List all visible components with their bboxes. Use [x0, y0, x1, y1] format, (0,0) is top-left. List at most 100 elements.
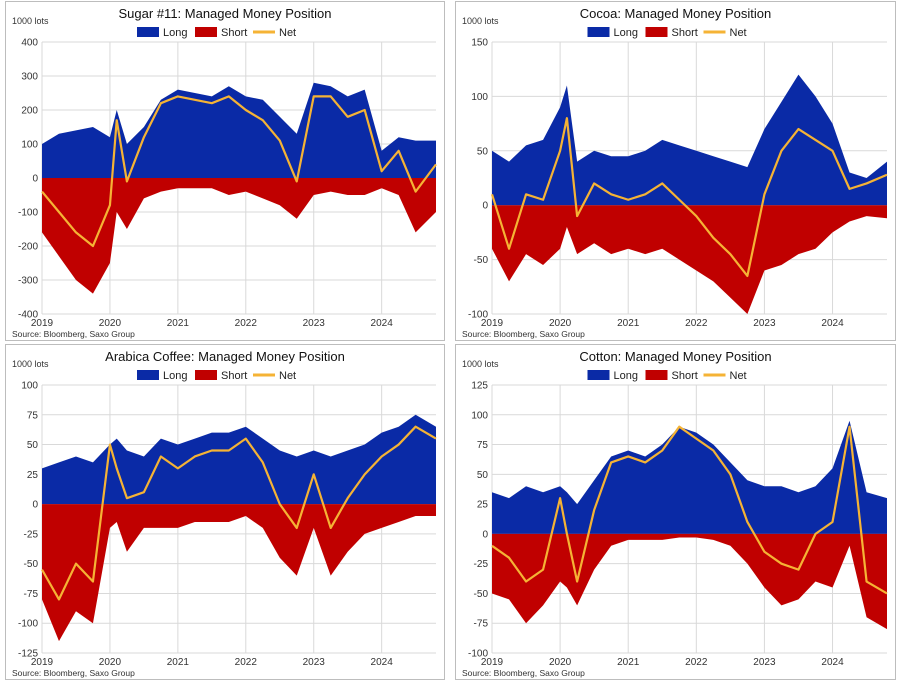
y-tick-label: 0: [482, 529, 488, 540]
source-note: Source: Bloomberg, Saxo Group: [12, 668, 135, 678]
legend-swatch-long: [587, 370, 610, 380]
y-tick-label: -125: [18, 649, 38, 660]
y-tick-label: -75: [24, 589, 39, 600]
legend: Long Short Net: [587, 370, 747, 382]
x-tick-label: 2020: [99, 657, 122, 668]
chart-panel-arabica-coffee: Arabica Coffee: Managed Money Position 10…: [5, 344, 445, 680]
x-tick-label: 2023: [303, 318, 326, 329]
chart-svg-sugar: Sugar #11: Managed Money Position 1000 lo…: [12, 6, 437, 339]
y-tick-label: 25: [27, 470, 39, 481]
x-tick-label: 2019: [481, 318, 504, 329]
series-area-short: [492, 533, 887, 630]
x-tick-label: 2021: [617, 318, 640, 329]
x-tick-label: 2024: [371, 318, 394, 329]
legend-label-long: Long: [614, 370, 638, 382]
legend-swatch-long: [137, 370, 159, 380]
legend-label-net: Net: [279, 370, 296, 382]
series-line-net: [490, 117, 888, 278]
legend: Long Short Net: [137, 27, 296, 39]
y-tick-label: 400: [21, 38, 38, 49]
series-line-net: [41, 95, 437, 248]
x-tick-label: 2022: [235, 318, 258, 329]
y-tick-label: -100: [468, 310, 488, 321]
y-tick-label: -300: [18, 276, 38, 287]
x-tick-label: 2021: [617, 657, 640, 668]
y-tick-label: 75: [27, 410, 39, 421]
series-area-short: [492, 205, 887, 314]
y-tick-label: 100: [21, 381, 38, 392]
y-tick-label: 150: [471, 38, 488, 49]
chart-svg-cotton: Cotton: Managed Money Position 1000 lots L…: [462, 349, 888, 678]
x-tick-label: 2021: [167, 657, 190, 668]
source-note: Source: Bloomberg, Saxo Group: [12, 329, 135, 339]
x-tick-label: 2024: [371, 657, 394, 668]
y-tick-label: -75: [474, 619, 489, 630]
chart-panel-cotton: Cotton: Managed Money Position 1000 lots L…: [455, 344, 896, 680]
source-note: Source: Bloomberg, Saxo Group: [462, 668, 585, 678]
series-area-short: [42, 178, 436, 294]
legend-label-short: Short: [221, 370, 247, 382]
legend: Long Short Net: [137, 370, 296, 382]
y-tick-label: 300: [21, 72, 38, 83]
x-tick-label: 2019: [481, 657, 504, 668]
legend-swatch-short: [195, 370, 217, 380]
chart-svg-arabica-coffee: Arabica Coffee: Managed Money Position 10…: [12, 349, 437, 678]
y-tick-label: 0: [32, 500, 38, 511]
source-note: Source: Bloomberg, Saxo Group: [462, 329, 585, 339]
y-tick-label: -50: [24, 559, 39, 570]
y-tick-label: -100: [18, 619, 38, 630]
chart-title: Sugar #11: Managed Money Position: [119, 6, 332, 21]
x-tick-label: 2024: [821, 657, 844, 668]
unit-label: 1000 lots: [12, 359, 49, 369]
y-tick-label: 50: [27, 440, 39, 451]
y-tick-label: 0: [32, 174, 38, 185]
x-tick-label: 2020: [549, 657, 572, 668]
y-tick-label: -50: [474, 589, 489, 600]
y-tick-label: 25: [477, 500, 489, 511]
series-area-long: [42, 414, 436, 505]
chart-svg-cocoa: Cocoa: Managed Money Position 1000 lots Lo…: [462, 6, 888, 339]
legend-label-long: Long: [163, 27, 187, 39]
series-area-long: [492, 74, 887, 206]
legend-label-short: Short: [672, 27, 698, 39]
legend-swatch-short: [195, 27, 217, 37]
x-tick-label: 2022: [235, 657, 258, 668]
chart-panel-cocoa: Cocoa: Managed Money Position 1000 lots Lo…: [455, 1, 896, 341]
chart-title: Cocoa: Managed Money Position: [580, 6, 772, 21]
legend-label-net: Net: [279, 27, 296, 39]
y-tick-label: 100: [21, 140, 38, 151]
x-tick-label: 2023: [753, 318, 776, 329]
series-area-long: [42, 82, 436, 178]
x-tick-label: 2020: [549, 318, 572, 329]
legend-label-net: Net: [730, 370, 747, 382]
legend-swatch-long: [137, 27, 159, 37]
chart-panel-sugar: Sugar #11: Managed Money Position 1000 lo…: [5, 1, 445, 341]
series-line-net: [41, 425, 437, 601]
y-tick-label: -400: [18, 310, 38, 321]
y-tick-label: 200: [21, 106, 38, 117]
y-tick-label: -25: [24, 529, 39, 540]
legend-label-net: Net: [730, 27, 747, 39]
x-tick-label: 2024: [821, 318, 844, 329]
unit-label: 1000 lots: [462, 16, 499, 26]
y-tick-label: 0: [482, 201, 488, 212]
legend-label-short: Short: [221, 27, 247, 39]
y-tick-label: 75: [477, 440, 489, 451]
y-tick-label: -25: [474, 559, 489, 570]
y-tick-label: 50: [477, 146, 489, 157]
chart-title: Arabica Coffee: Managed Money Position: [105, 349, 345, 364]
x-tick-label: 2022: [685, 318, 708, 329]
x-tick-label: 2022: [685, 657, 708, 668]
x-tick-label: 2019: [31, 318, 54, 329]
y-tick-label: 125: [471, 381, 488, 392]
y-tick-label: -100: [18, 208, 38, 219]
legend-label-short: Short: [672, 370, 698, 382]
x-tick-label: 2019: [31, 657, 54, 668]
y-tick-label: 50: [477, 470, 489, 481]
chart-title: Cotton: Managed Money Position: [579, 349, 771, 364]
series-area-short: [42, 504, 436, 642]
y-tick-label: -50: [474, 255, 489, 266]
legend-swatch-short: [645, 27, 668, 37]
x-tick-label: 2020: [99, 318, 122, 329]
legend-label-long: Long: [614, 27, 638, 39]
